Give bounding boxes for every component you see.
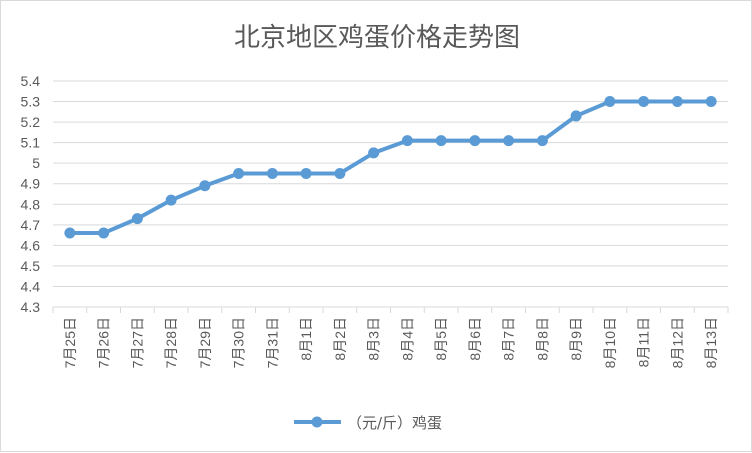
data-point xyxy=(165,194,177,206)
x-tick-label: 8月7日 xyxy=(501,317,517,361)
data-point xyxy=(199,180,211,192)
legend-label: （元/斤）鸡蛋 xyxy=(347,414,442,432)
data-point xyxy=(671,96,683,108)
x-tick-label: 8月3日 xyxy=(366,317,382,361)
x-tick-label: 8月11日 xyxy=(636,317,652,367)
x-tick-label: 8月2日 xyxy=(332,317,348,361)
y-tick-label: 5.1 xyxy=(21,135,41,151)
chart-title: 北京地区鸡蛋价格走势图 xyxy=(234,23,520,53)
data-series xyxy=(64,96,717,239)
data-point xyxy=(131,213,143,225)
x-tick-label: 8月12日 xyxy=(669,317,685,368)
data-point xyxy=(638,96,650,108)
x-tick-label: 7月29日 xyxy=(197,317,213,368)
y-tick-label: 5.4 xyxy=(21,73,41,89)
data-point xyxy=(536,135,548,147)
y-tick-label: 4.4 xyxy=(21,278,41,294)
data-point xyxy=(401,135,413,147)
y-tick-label: 4.7 xyxy=(21,217,41,233)
x-tick-label: 8月9日 xyxy=(568,317,584,361)
x-tick-label: 7月31日 xyxy=(264,317,280,368)
data-point xyxy=(435,135,447,147)
data-point xyxy=(300,167,312,179)
series-line xyxy=(69,99,712,236)
x-tick-label: 7月26日 xyxy=(96,317,112,368)
data-point xyxy=(266,167,278,179)
y-tick-label: 4.8 xyxy=(21,196,41,212)
legend-point-marker xyxy=(311,416,323,428)
x-tick-label: 8月8日 xyxy=(534,317,550,361)
data-point xyxy=(233,167,245,179)
y-axis: 4.3 4.4 4.5 4.6 4.7 4.8 4.9 5 5.1 5.2 5.3 5.4 xyxy=(21,73,41,315)
y-tick-label: 4.5 xyxy=(21,258,41,274)
data-point xyxy=(570,110,582,122)
x-tick-label: 7月30日 xyxy=(231,317,247,368)
x-tick-label: 8月13日 xyxy=(703,317,719,368)
x-tick-label: 8月5日 xyxy=(433,317,449,361)
y-tick-label: 4.3 xyxy=(21,299,41,315)
x-tick-label: 8月4日 xyxy=(399,317,415,361)
data-point xyxy=(503,135,515,147)
data-point xyxy=(98,227,110,239)
gridlines xyxy=(53,80,728,308)
y-tick-label: 5.3 xyxy=(21,94,41,110)
data-point xyxy=(334,167,346,179)
x-tick-label: 7月25日 xyxy=(62,317,78,368)
x-tick-label: 8月6日 xyxy=(467,317,483,361)
data-point xyxy=(604,96,616,108)
x-tick-label: 8月1日 xyxy=(298,317,314,361)
data-point xyxy=(64,227,76,239)
y-tick-label: 4.9 xyxy=(21,176,41,192)
y-tick-label: 5 xyxy=(32,155,40,171)
y-tick-label: 5.2 xyxy=(21,114,41,130)
x-tick-label: 8月10日 xyxy=(602,317,618,368)
x-tick-label: 7月27日 xyxy=(129,317,145,368)
data-point xyxy=(368,147,380,159)
x-axis: 7月25日 7月26日 7月27日 7月28日 7月29日 7月30日 7月31日 8月1日 8… xyxy=(52,306,729,368)
y-tick-label: 4.6 xyxy=(21,237,41,253)
data-point xyxy=(469,135,481,147)
data-point xyxy=(705,96,717,108)
legend: （元/斤）鸡蛋 xyxy=(294,414,442,432)
x-tick-label: 7月28日 xyxy=(163,317,179,368)
